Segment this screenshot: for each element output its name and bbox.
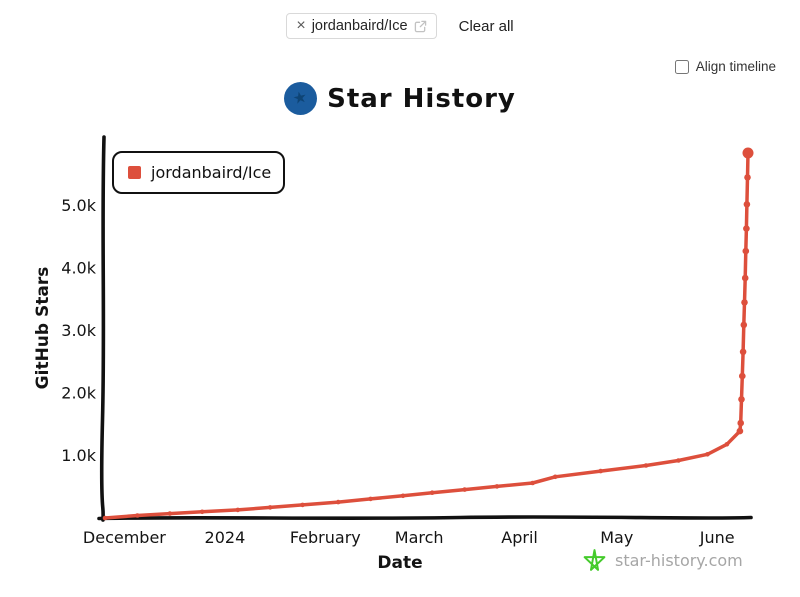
data-point[interactable] (494, 484, 500, 489)
data-point[interactable] (300, 502, 305, 508)
data-point[interactable] (429, 490, 435, 496)
legend[interactable]: jordanbaird/Ice (112, 151, 285, 194)
remove-repo-icon[interactable]: × (296, 17, 306, 34)
data-point[interactable] (743, 225, 750, 232)
data-point[interactable] (553, 474, 558, 480)
data-point[interactable] (742, 247, 750, 255)
x-axis-title: Date (377, 553, 422, 573)
x-tick-label: 2024 (205, 528, 246, 547)
data-point[interactable] (643, 463, 649, 468)
y-tick-label: 3.0k (61, 321, 96, 340)
data-point[interactable] (400, 493, 406, 499)
legend-series-label: jordanbaird/Ice (151, 163, 272, 182)
y-axis-title: GitHub Stars (33, 267, 53, 390)
clear-all-button[interactable]: Clear all (458, 17, 514, 35)
data-point[interactable] (724, 442, 730, 447)
data-point[interactable] (744, 174, 751, 181)
data-point[interactable] (530, 480, 535, 486)
repo-chip[interactable]: × jordanbaird/Ice (286, 13, 437, 39)
data-point[interactable] (598, 468, 603, 474)
page-title: Star History (327, 83, 516, 114)
y-tick-label: 1.0k (61, 446, 96, 465)
data-point[interactable] (740, 321, 748, 329)
data-point[interactable] (102, 515, 108, 521)
x-tick-label: June (699, 528, 735, 547)
data-point[interactable] (739, 348, 747, 356)
align-timeline-label: Align timeline (695, 59, 776, 74)
data-point[interactable] (739, 372, 746, 380)
external-link-icon[interactable] (414, 20, 427, 33)
data-point[interactable] (736, 427, 744, 435)
x-tick-label: April (501, 528, 538, 547)
data-point[interactable] (167, 511, 173, 516)
watermark-star-icon (583, 549, 606, 571)
repo-chip-label: jordanbaird/Ice (311, 18, 408, 34)
y-axis-line (99, 135, 106, 522)
data-point[interactable] (743, 201, 751, 208)
y-tick-label: 5.0k (61, 196, 96, 215)
x-tick-label: March (395, 528, 444, 547)
align-timeline-control: Align timeline (674, 59, 776, 74)
data-point[interactable] (235, 507, 241, 513)
title-row: ★ Star History (0, 82, 800, 115)
y-tick-label: 2.0k (61, 384, 96, 403)
watermark-label: star-history.com (615, 551, 743, 570)
data-point[interactable] (267, 505, 273, 510)
data-point[interactable] (737, 419, 744, 427)
data-point[interactable] (135, 513, 140, 518)
data-point[interactable] (368, 496, 373, 502)
repo-selection-bar: × jordanbaird/Ice Clear all (0, 13, 800, 39)
axis-ticks: December 2024 February March April May June 1.0… (61, 196, 734, 547)
star-history-logo-icon: ★ (284, 82, 318, 115)
data-point[interactable] (741, 299, 748, 306)
data-point[interactable] (199, 509, 205, 515)
x-tick-label: May (600, 528, 633, 547)
data-point[interactable] (741, 274, 749, 282)
data-point[interactable] (676, 458, 681, 463)
legend-series-marker (128, 166, 141, 179)
x-tick-label: December (83, 528, 166, 547)
align-timeline-checkbox[interactable] (674, 59, 689, 74)
series-line[interactable] (103, 151, 750, 520)
data-point[interactable] (335, 499, 341, 505)
data-point[interactable] (742, 147, 754, 159)
data-point[interactable] (462, 487, 467, 492)
data-point[interactable] (738, 396, 745, 403)
series-layer[interactable] (102, 147, 754, 521)
x-axis-line (97, 515, 753, 521)
watermark: star-history.com (582, 548, 743, 573)
y-tick-label: 4.0k (61, 259, 96, 278)
x-tick-label: February (290, 528, 361, 547)
data-point[interactable] (705, 452, 710, 457)
